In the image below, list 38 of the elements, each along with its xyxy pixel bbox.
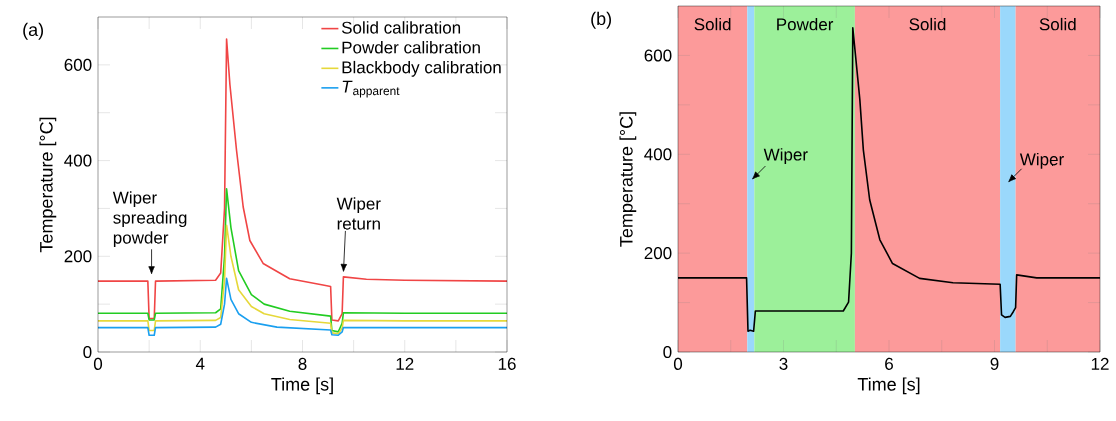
line-series	[97, 38, 508, 322]
x-tick-label: 12	[396, 357, 414, 370]
annotation: Wiper spreading powder	[112, 191, 187, 248]
y-tick-label: 200	[644, 247, 672, 260]
x-tick-label: 16	[498, 357, 516, 370]
legend-label: T$_{apparent}$	[342, 80, 400, 98]
band-label: Solid	[694, 17, 731, 31]
x-tick-label: 4	[195, 357, 205, 370]
legend-label: Powder calibration	[342, 41, 480, 54]
y-tick-label: 600	[64, 58, 92, 71]
y-tick-label: 400	[64, 154, 92, 167]
x-tick-label: 0	[673, 357, 683, 370]
line-series	[97, 188, 508, 333]
chart-title: (b)	[591, 11, 612, 29]
x-tick-label: 6	[885, 357, 893, 370]
annotation: Wiper	[763, 148, 808, 164]
band-label: Solid	[1039, 17, 1076, 31]
y-axis-title: Temperature [°C]	[619, 112, 637, 247]
legend-label: Solid calibration	[341, 21, 461, 34]
x-axis-title: Time [s]	[271, 377, 333, 395]
annotation: Wiper return	[336, 197, 381, 230]
band-label: Powder	[777, 17, 834, 31]
y-axis-title: Temperature [°C]	[39, 117, 57, 253]
x-tick-label: 12	[1091, 357, 1109, 370]
y-tick-label: 0	[663, 345, 672, 359]
x-axis-title: Time [s]	[857, 377, 920, 395]
x-tick-label: 9	[990, 357, 999, 370]
band-label: Solid	[909, 17, 946, 31]
chart-title: (a)	[23, 22, 44, 40]
y-tick-label: 200	[64, 250, 92, 263]
legend-label: Blackbody calibration	[342, 60, 501, 77]
y-tick-label: 0	[83, 345, 92, 359]
x-tick-label: 8	[298, 357, 307, 370]
y-tick-label: 600	[644, 49, 672, 62]
y-tick-label: 400	[644, 148, 672, 161]
x-tick-label: 0	[93, 357, 103, 370]
annotation: Wiper	[1019, 152, 1064, 169]
x-tick-label: 3	[779, 357, 788, 370]
